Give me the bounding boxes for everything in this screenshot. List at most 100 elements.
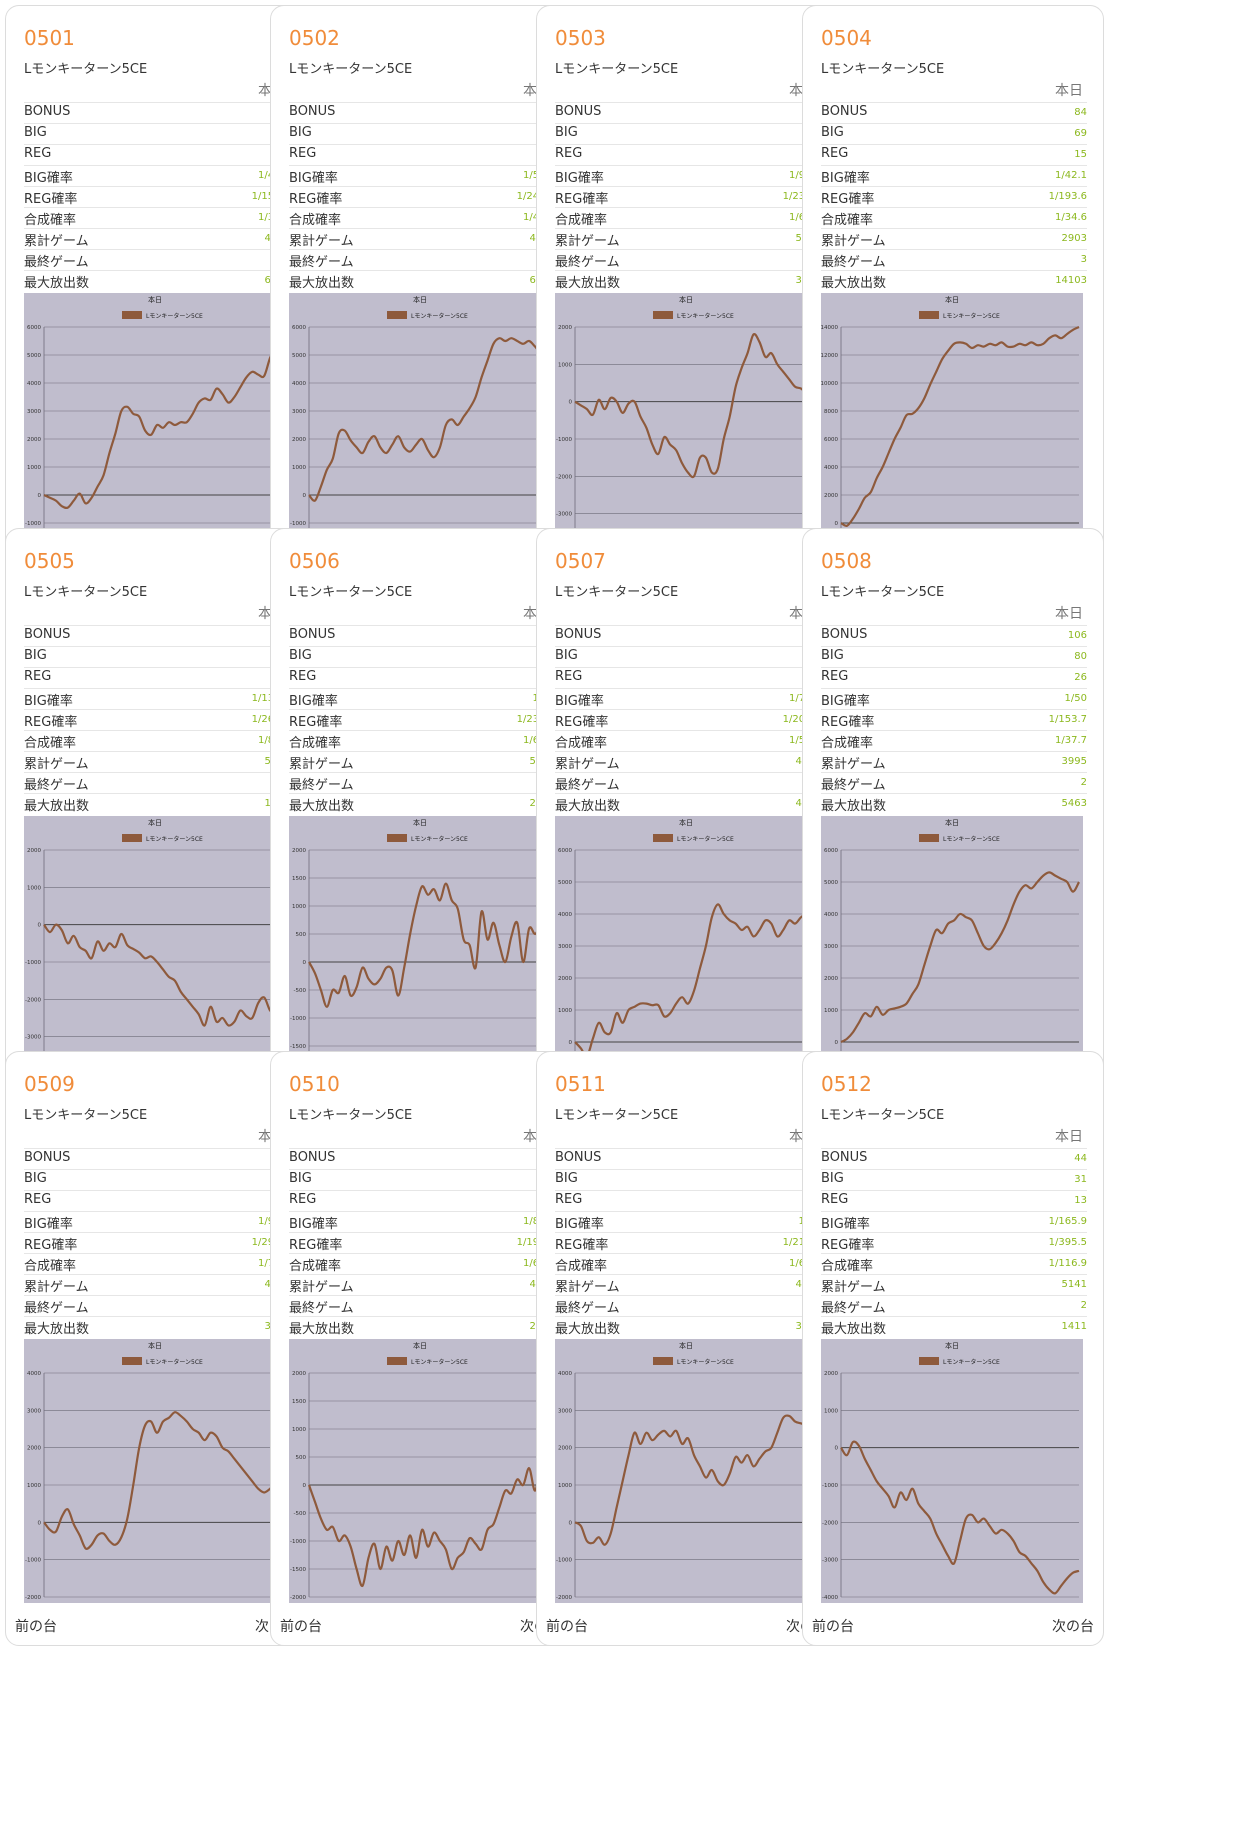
chart-title: 本日 <box>945 295 959 304</box>
stats-row: 合成確率 1/34.6 <box>821 207 1087 228</box>
legend-swatch <box>387 1357 407 1365</box>
machine-card[interactable]: 0506Lモンキーターン5CE本日BONUS82BIG60REG22BIG確率1… <box>270 528 572 1123</box>
stats-row: BIG93 <box>24 123 290 144</box>
y-tick-label: 2000 <box>292 1371 306 1377</box>
machine-number[interactable]: 0509 <box>24 1072 75 1096</box>
stat-label: BONUS <box>821 1150 868 1165</box>
machine-number[interactable]: 0502 <box>289 26 340 50</box>
slump-chart: 本日Lモンキーターン5CE-2000-1500-1000-50005001000… <box>289 816 551 1080</box>
series-line <box>308 882 548 1008</box>
stat-value: 3995 <box>1061 756 1087 767</box>
stat-label: REG確率 <box>289 1238 343 1253</box>
machine-number[interactable]: 0503 <box>555 26 606 50</box>
y-tick-label: 6000 <box>824 848 838 854</box>
stat-label: REG <box>289 669 317 684</box>
stats-row: REG確率 1/193.6 <box>821 186 1087 207</box>
stat-label: 累計ゲーム <box>821 234 886 249</box>
stat-value: 1/213.7 <box>783 1237 821 1248</box>
series-line <box>840 1440 1080 1595</box>
prev-machine-link[interactable]: 前の台 <box>546 1619 588 1635</box>
stat-label: 最終ゲーム <box>289 1301 354 1316</box>
legend-swatch <box>653 1357 673 1365</box>
machine-card[interactable]: 0503Lモンキーターン5CE本日BONUS90BIG65REG25BIG確率1… <box>536 5 838 600</box>
machine-model: Lモンキーターン5CE <box>555 62 679 77</box>
machine-number[interactable]: 0508 <box>821 549 872 573</box>
stats-row: REG確率 1/213.7 <box>555 1232 821 1253</box>
y-tick-label: -1000 <box>290 521 306 527</box>
prev-machine-link[interactable]: 前の台 <box>280 1619 322 1635</box>
stats-row: 累計ゲーム 2903 <box>821 228 1087 249</box>
machine-model: Lモンキーターン5CE <box>24 585 148 600</box>
machine-number[interactable]: 0510 <box>289 1072 340 1096</box>
machine-number[interactable]: 0512 <box>821 1072 872 1096</box>
stats-table: BONUS61BIG41REG20BIG確率1/131.5REG確率1/269.… <box>24 625 290 814</box>
machine-card[interactable]: 0505Lモンキーターン5CE本日BONUS61BIG41REG20BIG確率1… <box>5 528 307 1123</box>
y-tick-label: 1000 <box>824 1008 838 1014</box>
y-tick-label: 0 <box>835 1446 839 1452</box>
stats-row: BIG46 <box>24 1169 290 1190</box>
machine-card[interactable]: 0504 Lモンキーターン5CE 本日 BONUS 84 BIG 69 REG 15 BIG確率 1… <box>802 5 1104 600</box>
stats-row: REG20 <box>24 667 290 688</box>
stats-row: REG22 <box>555 667 821 688</box>
y-tick-label: 3000 <box>824 944 838 950</box>
y-tick-label: 6000 <box>824 437 838 443</box>
prev-machine-link[interactable]: 前の台 <box>15 1619 57 1635</box>
stat-label: 合成確率 <box>821 213 874 228</box>
machine-card[interactable]: 0508 Lモンキーターン5CE 本日 BONUS 106 BIG 80 REG 26 BIG確率… <box>802 528 1104 1123</box>
stat-label: REG確率 <box>289 192 343 207</box>
stat-label: 最大放出数 <box>289 276 355 291</box>
y-tick-label: 8000 <box>824 409 838 415</box>
stat-value: 1/153.7 <box>1048 714 1087 725</box>
chart-title: 本日 <box>148 295 162 304</box>
machine-card[interactable]: 0502Lモンキーターン5CE本日BONUS95BIG78REG17BIG確率1… <box>270 5 572 600</box>
stat-value: 13 <box>1074 1195 1087 1206</box>
y-tick-label: 1000 <box>558 362 572 368</box>
stats-row: REG確率 1/239.8 <box>555 186 821 207</box>
machine-number[interactable]: 0501 <box>24 26 75 50</box>
stats-row: 累計ゲーム 5141 <box>821 1274 1087 1295</box>
y-tick-label: -1000 <box>25 1558 41 1564</box>
stat-label: BONUS <box>24 627 71 642</box>
machine-number[interactable]: 0507 <box>555 549 606 573</box>
stat-label: 合成確率 <box>555 736 608 751</box>
machine-card[interactable]: 0501Lモンキーターン5CE本日BONUS121BIG93REG28BIG確率… <box>5 5 307 600</box>
machine-number[interactable]: 0504 <box>821 26 872 50</box>
stats-row: BIG 69 <box>821 123 1087 144</box>
y-tick-label: 2000 <box>824 1371 838 1377</box>
stats-row: BONUS121 <box>24 102 290 123</box>
legend-label: Lモンキーターン5CE <box>677 312 734 320</box>
stats-table: BONUS76BIG52REG24BIG確率1/89.2 REG確率 1/193.3… <box>289 1148 555 1337</box>
machine-number[interactable]: 0505 <box>24 549 75 573</box>
machine-card[interactable]: 0509Lモンキーターン5CE本日BONUS61BIG46REG15BIG確率1… <box>5 1051 307 1646</box>
stat-label: BIG確率 <box>821 1217 870 1232</box>
legend-swatch <box>919 311 939 319</box>
stat-value: 1/395.5 <box>1048 1237 1087 1248</box>
stat-value: 1/37.7 <box>1055 735 1087 746</box>
stat-label: BIG <box>24 125 47 140</box>
stats-row: 累計ゲーム4168 <box>289 228 555 249</box>
machine-card[interactable]: 0511Lモンキーターン5CE本日BONUS66BIG46REG20BIG確率1… <box>536 1051 838 1646</box>
y-tick-label: 3000 <box>27 1408 41 1414</box>
machine-number[interactable]: 0511 <box>555 1072 606 1096</box>
machine-card[interactable]: 0507Lモンキーターン5CE本日BONUS84BIG62REG22BIG確率1… <box>536 528 838 1123</box>
next-machine-link[interactable]: 次の台 <box>1052 1619 1094 1635</box>
stat-label: REG確率 <box>821 715 875 730</box>
legend-label: Lモンキーターン5CE <box>146 835 203 843</box>
machine-number[interactable]: 0506 <box>289 549 340 573</box>
stat-label: BONUS <box>821 627 868 642</box>
machine-card[interactable]: 0510Lモンキーターン5CE本日BONUS76BIG52REG24BIG確率1… <box>270 1051 572 1646</box>
stat-label: 累計ゲーム <box>289 1280 354 1295</box>
stat-label: BIG <box>555 125 578 140</box>
stats-row: 累計ゲーム5389 <box>24 751 290 772</box>
machine-card[interactable]: 0512 Lモンキーターン5CE 本日 BONUS 44 BIG 31 REG 13 BIG確率 1… <box>802 1051 1104 1646</box>
stat-label: BIG <box>555 1171 578 1186</box>
y-tick-label: -1500 <box>290 1567 306 1573</box>
prev-machine-link[interactable]: 前の台 <box>812 1619 854 1635</box>
stat-value: 15 <box>1074 149 1087 160</box>
